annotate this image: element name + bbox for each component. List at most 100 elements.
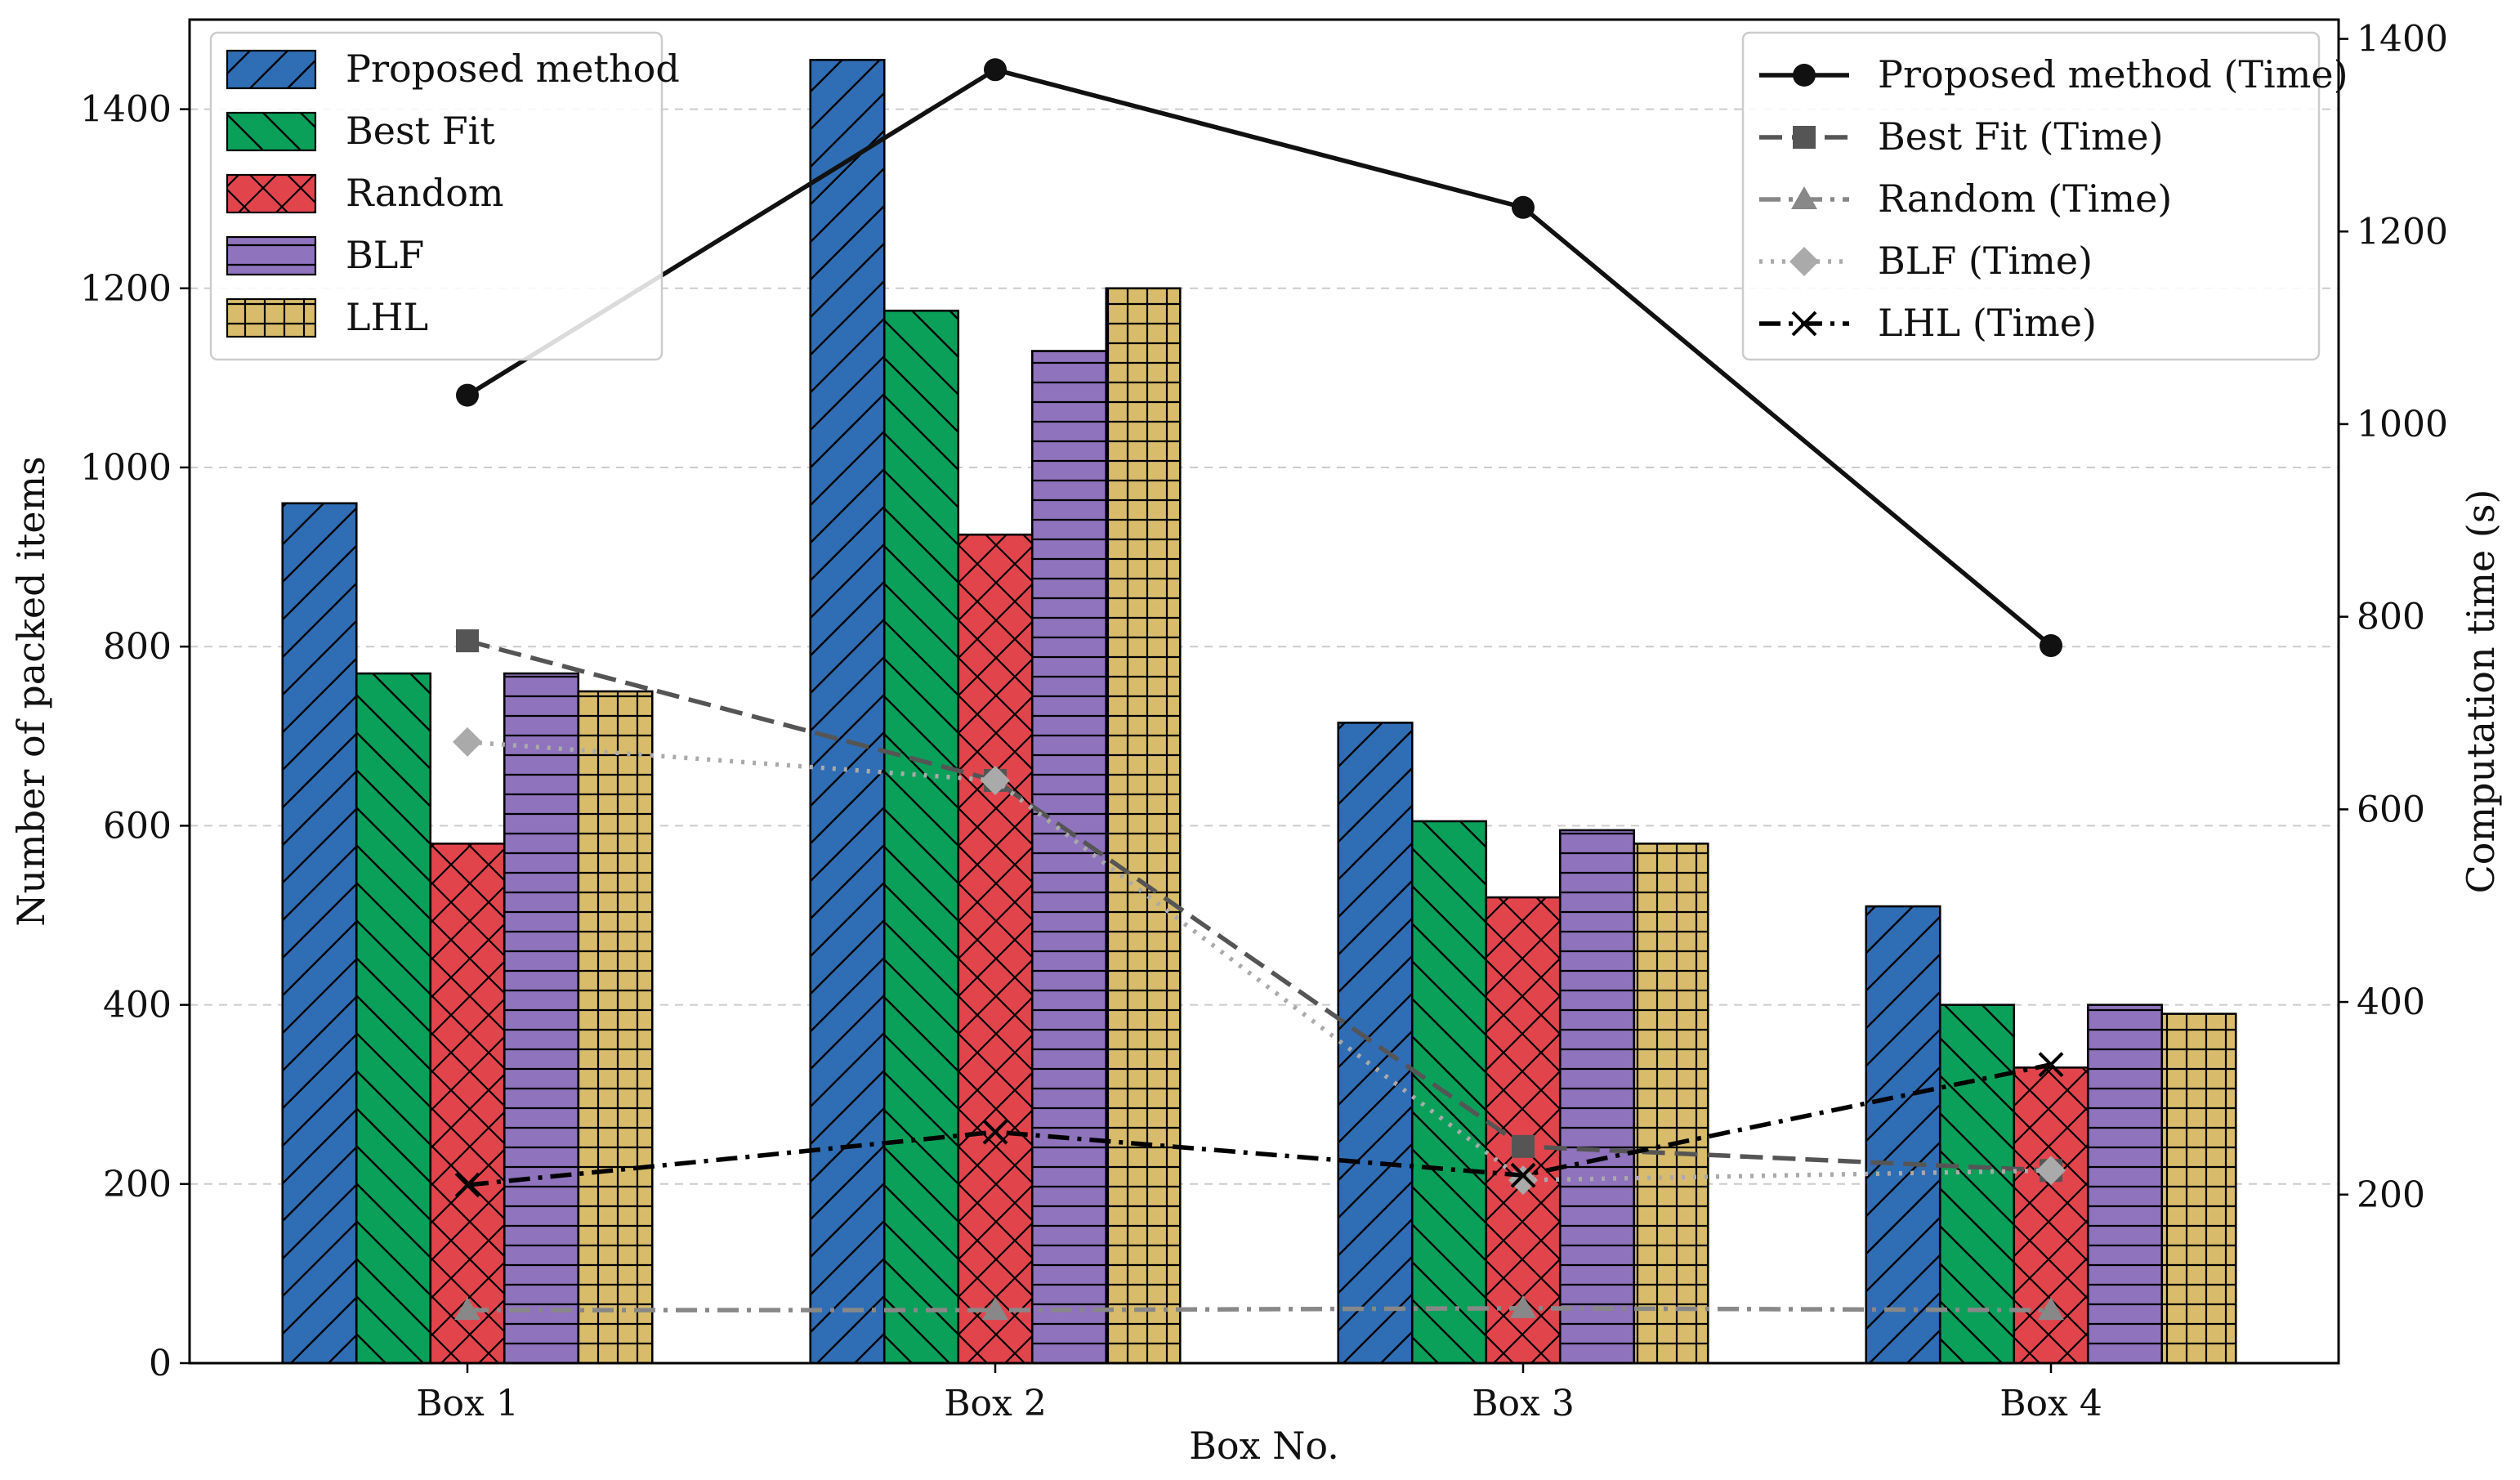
bar-hatch: [1633, 843, 1709, 1365]
bar-hatch: [1485, 896, 1562, 1365]
legend-swatch-hatch: [226, 111, 317, 152]
legend-item: Random (Time): [1759, 177, 2172, 221]
x-tick-label: Box 2: [944, 1383, 1047, 1424]
legend-frame: [1741, 31, 2321, 361]
legend-bars: Proposed method Best Fit Random BLF LHL: [209, 31, 680, 361]
point: [2038, 1052, 2064, 1078]
line-series-group: [453, 58, 2066, 1321]
bar-hatch: [957, 533, 1034, 1365]
line-series: [456, 58, 2062, 658]
point: [984, 58, 1007, 82]
legend-label: Proposed method: [346, 47, 680, 91]
bar: [1865, 905, 1941, 1365]
axes: 0 200 400 600 800 1000 1200 1400 200 400 600 800 100…: [80, 19, 2448, 1424]
series-line: [467, 1062, 2052, 1187]
legend-label: Proposed method (Time): [1878, 52, 2348, 96]
legend-label: Random: [346, 171, 504, 215]
legend-label: LHL (Time): [1878, 301, 2097, 345]
bar: [429, 843, 506, 1365]
point: [1512, 1134, 1535, 1158]
point: [1793, 126, 1816, 149]
y2-tick-label: 1200: [2357, 211, 2448, 253]
legend-item: BLF (Time): [1759, 239, 2093, 283]
bar: [1558, 829, 1636, 1365]
bar-hatch: [1410, 820, 1488, 1365]
y2-axis-label: Computation time (s): [2459, 490, 2503, 894]
point: [456, 383, 479, 407]
bar-hatch: [2086, 1004, 2164, 1365]
bar-hatch: [577, 690, 654, 1365]
line-series: [454, 1294, 2064, 1321]
legend-item: Proposed method: [226, 47, 680, 91]
legend-label: Best Fit (Time): [1878, 114, 2164, 159]
series-line: [467, 638, 2052, 1174]
point: [1791, 311, 1817, 337]
bar-hatch: [1558, 829, 1636, 1365]
point: [453, 727, 482, 757]
bar: [2086, 1004, 2164, 1365]
line-series: [454, 1052, 2064, 1198]
bar: [1410, 820, 1488, 1365]
y-tick-label: 1000: [80, 447, 172, 489]
y-axis-label: Number of packed items: [9, 456, 53, 927]
y2-tick-label: 1400: [2357, 19, 2448, 60]
x-tick-label: Box 1: [416, 1383, 519, 1424]
bar: [577, 690, 654, 1365]
bar: [1337, 722, 1414, 1365]
legend-item: Best Fit (Time): [1759, 114, 2164, 159]
bar-hatch: [1938, 1004, 2016, 1365]
x-tick-label: Box 3: [1472, 1383, 1575, 1424]
bar-hatch: [429, 843, 506, 1365]
legend-label: Random (Time): [1878, 177, 2172, 221]
bar-hatch: [809, 59, 886, 1365]
series-line: [467, 1306, 2052, 1312]
y2-tick-label: 800: [2357, 597, 2425, 638]
bar-hatch: [503, 672, 580, 1365]
y-tick-label: 0: [149, 1343, 172, 1384]
legend-item: BLF: [226, 233, 424, 277]
y-tick-label: 800: [103, 626, 172, 668]
legend-label: BLF: [346, 233, 424, 277]
bar-hatch: [1337, 722, 1414, 1365]
legend-item: Proposed method (Time): [1759, 52, 2348, 96]
point: [2036, 1156, 2066, 1186]
point: [454, 1172, 480, 1198]
y2-tick-label: 600: [2357, 789, 2425, 830]
y-tick-label: 1400: [80, 89, 172, 131]
bar: [2013, 1066, 2089, 1365]
bar: [882, 309, 960, 1365]
bar: [1105, 287, 1182, 1365]
point: [1510, 1294, 1536, 1318]
line-series: [456, 629, 2062, 1183]
series-line: [467, 740, 2052, 1183]
point: [456, 629, 479, 653]
y2-tick-label: 400: [2357, 981, 2425, 1023]
legend-label: BLF (Time): [1878, 239, 2093, 283]
bar: [503, 672, 580, 1365]
bar-hatch: [355, 672, 432, 1365]
point: [982, 1297, 1008, 1321]
plot-frame: [188, 18, 2340, 1365]
x-tick-label: Box 4: [1999, 1383, 2102, 1424]
legend-item: LHL (Time): [1759, 301, 2097, 345]
y-tick-label: 600: [103, 805, 172, 847]
point: [1789, 247, 1819, 276]
point: [981, 766, 1010, 796]
bar-series-group: [281, 59, 2237, 1365]
legend-swatch-hatch: [226, 173, 317, 214]
legend-swatch-hatch: [226, 49, 317, 90]
bar-hatch: [1105, 287, 1182, 1365]
y-tick-label: 400: [103, 985, 172, 1026]
point: [1793, 64, 1816, 87]
bar: [1485, 896, 1562, 1365]
line-series: [453, 727, 2066, 1196]
legend-label: LHL: [346, 295, 428, 339]
bar-hatch: [281, 502, 358, 1365]
y-tick-label: 200: [103, 1164, 172, 1205]
x-axis-label: Box No.: [1189, 1424, 1339, 1468]
bar: [1030, 350, 1108, 1365]
series-line: [466, 67, 2053, 648]
bar: [1633, 843, 1709, 1365]
bar-hatch: [1865, 905, 1941, 1365]
